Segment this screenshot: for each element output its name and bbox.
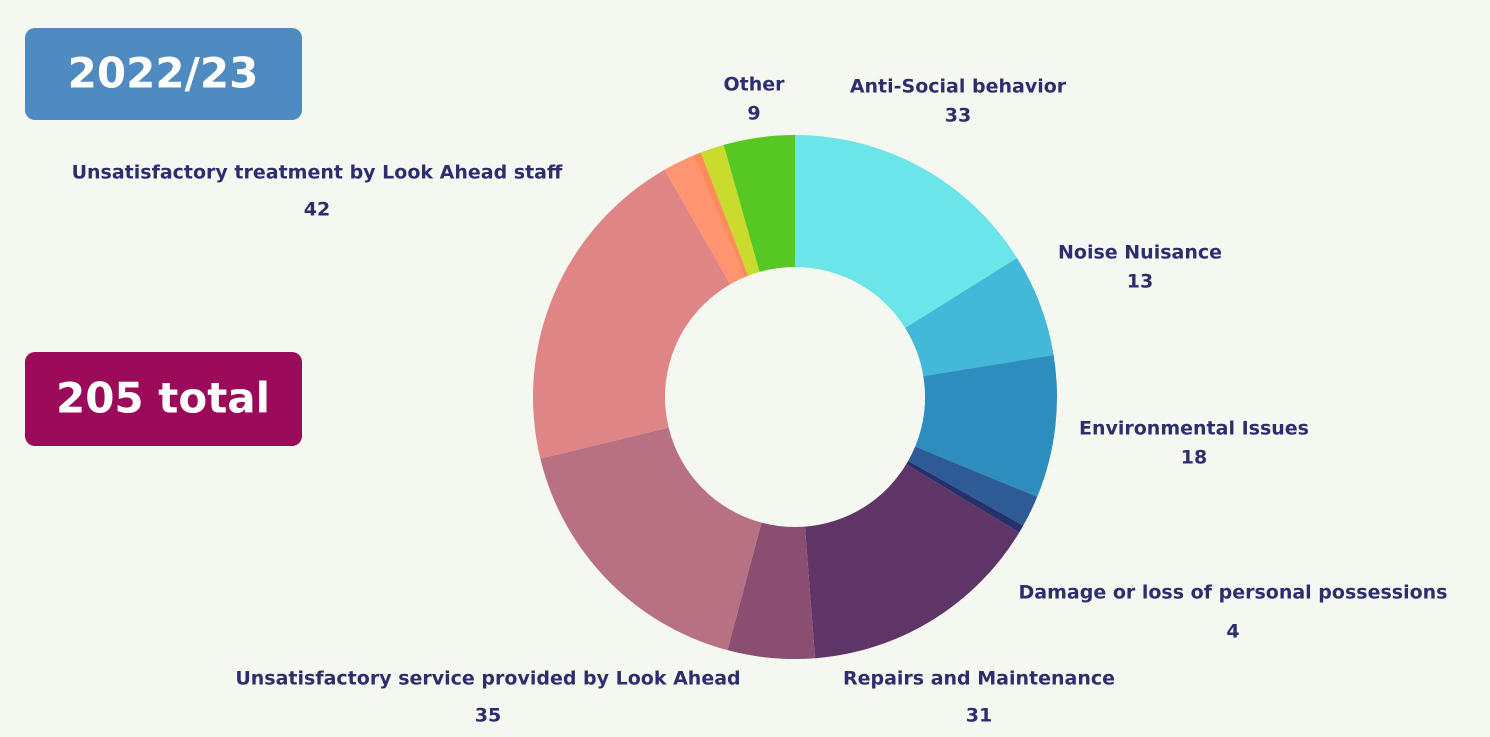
segment-value: 33 [945, 105, 971, 127]
donut-segment [700, 144, 760, 276]
donut-segment [804, 464, 1020, 659]
segment-label: Repairs and Maintenance [843, 668, 1115, 690]
donut-segment [693, 152, 749, 278]
donut-segment [540, 427, 762, 651]
segment-label: Damage or loss of personal possessions [1019, 582, 1448, 604]
segment-value: 13 [1127, 271, 1153, 293]
donut-segment [533, 169, 731, 459]
segment-label: Unsatisfactory treatment by Look Ahead s… [72, 162, 563, 184]
segment-value: 31 [966, 705, 992, 727]
period-text: 2022/23 [68, 49, 259, 98]
segment-value: 42 [304, 199, 330, 221]
segment-value: 35 [475, 705, 501, 727]
segment-label: Other [723, 74, 785, 96]
donut-segment [915, 355, 1057, 497]
segment-label: Environmental Issues [1079, 418, 1309, 440]
total-text: 205 total [56, 374, 270, 423]
donut-segment [906, 460, 1024, 533]
period-badge [25, 28, 302, 120]
segment-label: Noise Nuisance [1058, 242, 1222, 264]
donut-segment [908, 446, 1038, 526]
total-badge [25, 352, 302, 446]
segment-value: 18 [1181, 447, 1207, 469]
segment-value: 9 [747, 103, 760, 125]
donut-segment [795, 135, 1018, 329]
segment-value: 4 [1226, 621, 1239, 643]
segment-label: Anti-Social behavior [850, 76, 1067, 98]
segment-label: Unsatisfactory service provided by Look … [235, 668, 740, 690]
donut-segment [664, 155, 745, 285]
donut-segment [727, 522, 816, 659]
donut-segment [905, 257, 1054, 377]
donut-segment [723, 135, 795, 272]
